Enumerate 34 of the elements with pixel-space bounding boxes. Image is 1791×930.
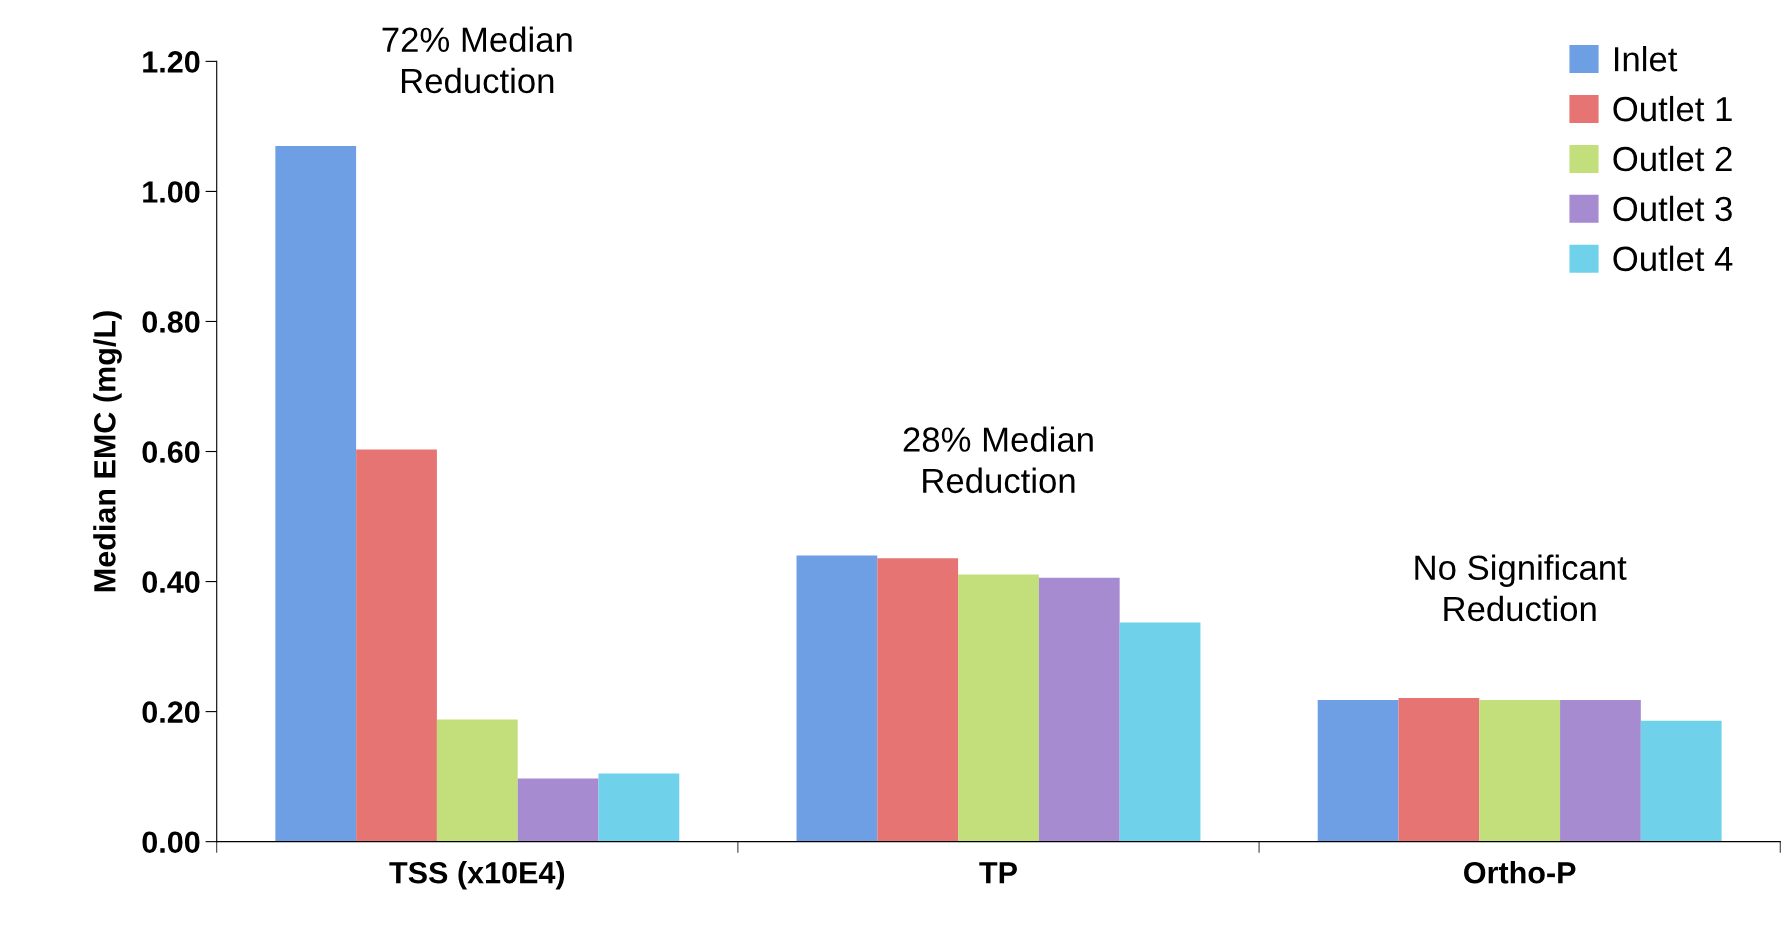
bar xyxy=(1479,699,1561,842)
annotation: 28% Median Reduction xyxy=(903,426,1093,494)
bar xyxy=(1317,699,1399,842)
annotation: No Significant Reduction xyxy=(1415,554,1627,622)
y-axis-title: Median EMC (mg/L) xyxy=(93,311,122,592)
bar xyxy=(1560,699,1641,842)
y-tick-label: 0.00 xyxy=(142,831,200,854)
bar xyxy=(436,719,518,842)
legend-label: Inlet xyxy=(1614,46,1678,72)
y-tick-label: 0.80 xyxy=(142,311,200,333)
bar xyxy=(877,558,959,842)
bar xyxy=(1119,622,1201,842)
bar xyxy=(275,145,357,842)
legend-label: Outlet 2 xyxy=(1613,145,1732,172)
legend-label: Outlet 4 xyxy=(1613,245,1733,272)
x-tick-label: Ortho-P xyxy=(1464,861,1576,884)
y-tick-label: 0.40 xyxy=(142,571,200,593)
bar xyxy=(1038,577,1120,842)
legend-label: Outlet 3 xyxy=(1613,195,1732,222)
y-tick-label: 0.60 xyxy=(142,441,200,463)
bar xyxy=(517,778,599,842)
y-tick-label: 0.20 xyxy=(142,701,200,723)
y-tick-label: 1.00 xyxy=(143,181,200,203)
bar xyxy=(1640,720,1722,842)
bar xyxy=(1398,697,1480,842)
y-tick-label: 1.20 xyxy=(143,51,200,73)
legend-label: Outlet 1 xyxy=(1613,95,1732,122)
bar xyxy=(598,773,680,842)
x-tick-label: TP xyxy=(979,862,1017,884)
bar xyxy=(356,449,437,842)
bar xyxy=(958,574,1039,842)
annotation: 72% Median Reduction xyxy=(382,26,572,94)
bar xyxy=(796,555,878,842)
x-tick-label: TSS (x10E4) xyxy=(389,861,565,890)
